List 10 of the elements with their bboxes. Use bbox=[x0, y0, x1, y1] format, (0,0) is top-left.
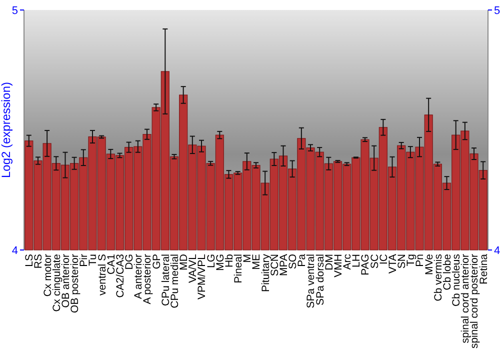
x-tick-label: RS bbox=[32, 254, 45, 269]
x-tick-label: Hb bbox=[223, 254, 236, 268]
x-tick-label: OB posterior bbox=[69, 254, 81, 313]
y2-tick-label: 4 bbox=[494, 244, 500, 257]
x-tick-label: MPA bbox=[278, 254, 290, 276]
y-axis-title: Log2 (expression) bbox=[0, 82, 13, 178]
x-tick-label: CPu medial bbox=[168, 254, 181, 308]
x-tick-label: DG bbox=[124, 254, 136, 270]
x-tick-label: Cb lobe bbox=[441, 254, 454, 290]
y2-tick-label: 5 bbox=[494, 4, 500, 17]
